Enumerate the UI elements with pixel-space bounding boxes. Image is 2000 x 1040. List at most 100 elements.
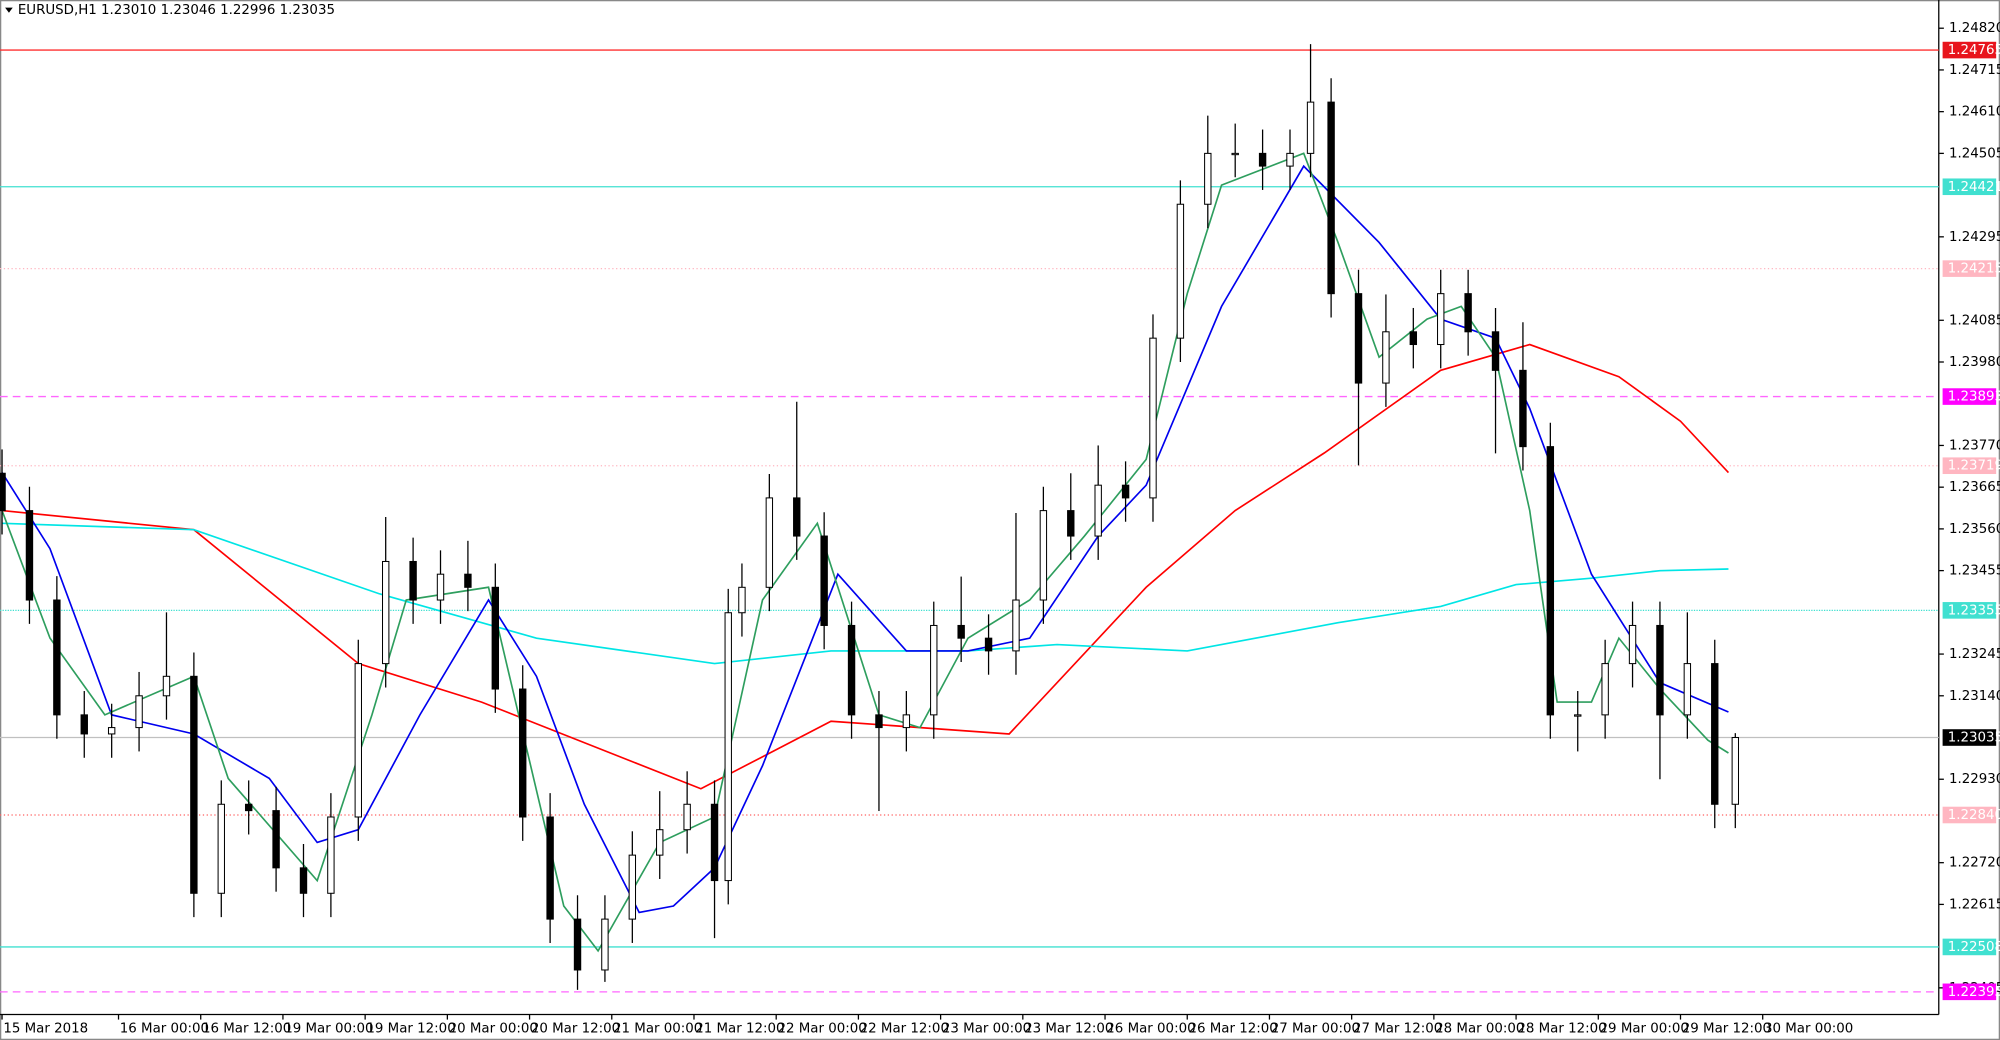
price-label-box [1942,938,1997,956]
y-tick-label: 1.24820 [1949,21,2000,36]
candle-body [656,829,664,856]
plot-area [0,44,1939,993]
menu-arrow[interactable] [5,7,13,13]
candle-body [25,510,34,601]
candle-body [1286,152,1294,167]
price-label-box [1942,178,1997,196]
candle-body [710,803,719,882]
candle-body [299,867,308,894]
candle-body [327,816,335,894]
candle-body [464,573,472,588]
candle-body [244,803,253,812]
candle-body [875,714,883,729]
price-label-box [1942,983,1997,1001]
candle-body [1012,599,1020,652]
candle-body [1574,714,1582,717]
x-tick-label: 19 Mar 12:00 [366,1022,455,1037]
x-tick-label: 28 Mar 12:00 [1517,1022,1606,1037]
candle-body [1094,484,1102,537]
y-tick-label: 1.22615 [1949,897,2000,912]
y-tick-label: 1.24505 [1949,146,2000,161]
candle-body [1711,663,1719,805]
candle-body [724,612,732,882]
y-tick-label: 1.23455 [1949,564,2000,579]
price-label-box [1942,602,1997,619]
candle-body [53,599,61,716]
candle-body [1731,737,1740,805]
y-tick-label: 1.22720 [1949,856,2000,871]
x-tick-label: 29 Mar 00:00 [1600,1022,1689,1037]
candle-body [354,663,362,818]
price-label: 1.23719 [1948,459,2000,474]
y-tick-label: 1.22930 [1949,772,2000,787]
candle-body [1121,484,1130,499]
candle-body [1628,624,1637,665]
candle-body [957,624,965,639]
x-tick-label: 20 Mar 12:00 [531,1022,620,1037]
x-tick-label: 21 Mar 00:00 [613,1022,702,1037]
x-tick-label: 19 Mar 00:00 [284,1022,373,1037]
candle-body [1149,337,1157,499]
candle-body [738,586,746,614]
candle-body [1327,101,1335,295]
candle-body [1354,293,1363,384]
candle-body [1519,369,1527,448]
candle-body [1204,152,1212,205]
candle-body [1258,152,1267,167]
x-tick-label: 22 Mar 00:00 [777,1022,866,1037]
candle-body [546,816,554,920]
candle-body [1601,663,1609,716]
y-tick-label: 1.24295 [1949,230,2000,245]
price-label: 1.24215 [1948,262,2000,277]
y-tick-label: 1.23980 [1949,355,2000,370]
x-tick-label: 27 Mar 12:00 [1353,1022,1442,1037]
x-tick-label: 26 Mar 00:00 [1106,1022,1195,1037]
x-tick-label: 30 Mar 00:00 [1764,1022,1853,1037]
x-tick-label: 27 Mar 00:00 [1271,1022,1360,1037]
x-tick-label: 26 Mar 12:00 [1189,1022,1278,1037]
candle-body [793,497,801,537]
price-label-box [1942,806,1997,824]
x-tick-label: 15 Mar 2018 [3,1022,88,1037]
candle-body [1546,446,1555,716]
candle-body [820,535,828,626]
candle-body [765,497,774,588]
price-label-box [1942,41,1997,59]
candle-body [683,803,691,831]
candle-body [1382,331,1390,384]
moving-average [1,164,1729,914]
x-tick-label: 23 Mar 12:00 [1024,1022,1113,1037]
candle-body [190,675,198,894]
candle-body [519,688,527,818]
candle-body [1231,152,1239,156]
y-tick-label: 1.24085 [1949,313,2000,328]
candle-body [80,714,88,735]
price-label-box [1942,260,1997,277]
candle-body [135,695,143,729]
price-label: 1.22508 [1948,940,2000,955]
candle-body [1437,293,1445,346]
x-tick-label: 20 Mar 00:00 [449,1022,538,1037]
price-label-box [1942,388,1997,405]
moving-average [1,152,1729,953]
y-tick-label: 1.23245 [1949,647,2000,662]
x-tick-label: 28 Mar 00:00 [1435,1022,1524,1037]
y-tick-label: 1.23560 [1949,522,2000,537]
candle-body [272,810,280,869]
x-tick-label: 16 Mar 12:00 [202,1022,291,1037]
price-label-box [1942,457,1997,475]
x-tick-label: 21 Mar 12:00 [695,1022,784,1037]
price-label: 1.23035 [1948,731,2000,746]
price-label: 1.22395 [1948,985,2000,1000]
candle-body [930,624,938,716]
x-tick-label: 22 Mar 12:00 [860,1022,949,1037]
candle-body [382,560,390,665]
y-tick-label: 1.23140 [1949,689,2000,704]
candle-body [1464,293,1472,333]
candle-body [1491,331,1500,371]
candle-body [409,560,417,601]
candle-body [847,624,856,716]
candle-body [628,854,637,920]
candle-body [162,675,171,697]
x-tick-label: 23 Mar 00:00 [942,1022,1031,1037]
